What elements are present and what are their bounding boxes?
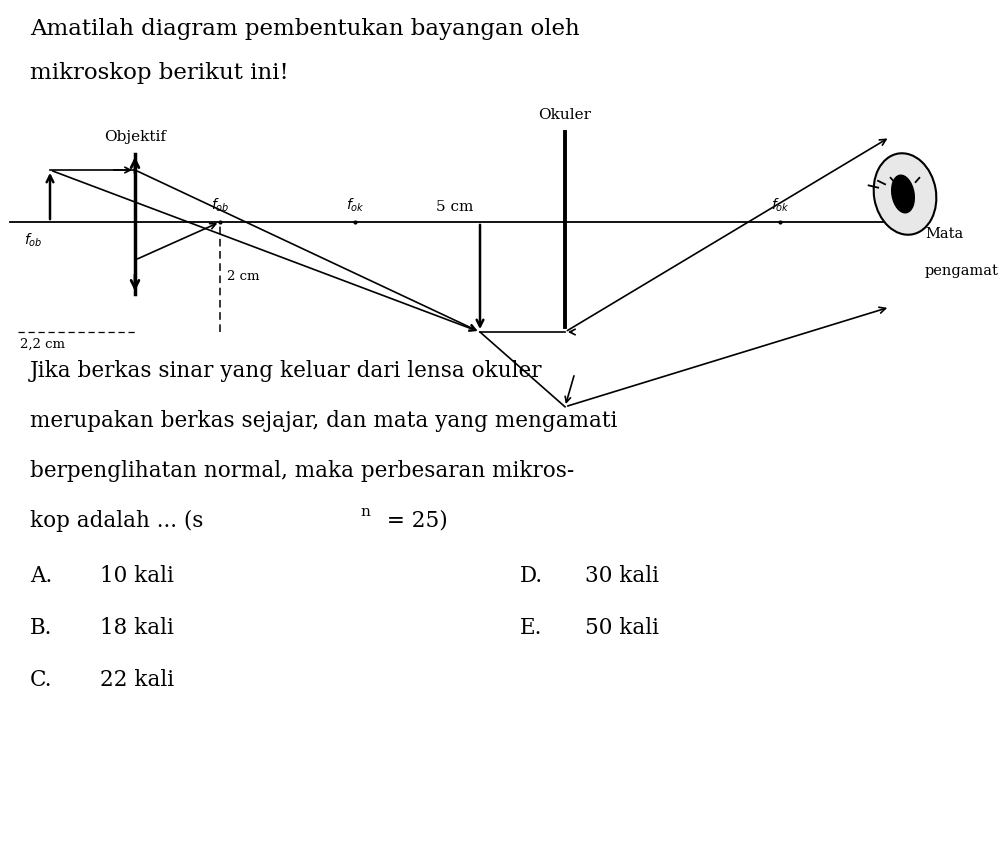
Ellipse shape <box>874 153 936 235</box>
Text: $f_{ob}$: $f_{ob}$ <box>211 197 229 214</box>
Text: $f_{ob}$: $f_{ob}$ <box>24 232 43 249</box>
Text: B.: B. <box>30 617 52 639</box>
Text: kop adalah ... (s: kop adalah ... (s <box>30 510 203 532</box>
Text: = 25): = 25) <box>380 510 448 532</box>
Text: Okuler: Okuler <box>538 108 592 122</box>
Ellipse shape <box>892 175 914 212</box>
Text: 30 kali: 30 kali <box>585 565 659 587</box>
Text: C.: C. <box>30 669 52 691</box>
Text: D.: D. <box>520 565 543 587</box>
Text: 50 kali: 50 kali <box>585 617 659 639</box>
Text: Amatilah diagram pembentukan bayangan oleh: Amatilah diagram pembentukan bayangan ol… <box>30 18 580 40</box>
Text: 10 kali: 10 kali <box>100 565 174 587</box>
Text: 2,2 cm: 2,2 cm <box>20 338 65 351</box>
Text: Jika berkas sinar yang keluar dari lensa okuler: Jika berkas sinar yang keluar dari lensa… <box>30 360 542 382</box>
Text: n: n <box>360 505 370 519</box>
Text: E.: E. <box>520 617 542 639</box>
Text: merupakan berkas sejajar, dan mata yang mengamati: merupakan berkas sejajar, dan mata yang … <box>30 410 617 432</box>
Text: 2 cm: 2 cm <box>227 271 260 284</box>
Text: Objektif: Objektif <box>104 130 166 144</box>
Text: pengamat: pengamat <box>925 264 999 278</box>
Text: berpenglihatan normal, maka perbesaran mikros-: berpenglihatan normal, maka perbesaran m… <box>30 460 574 482</box>
Text: 22 kali: 22 kali <box>100 669 174 691</box>
Text: 5 cm: 5 cm <box>436 200 474 214</box>
Text: A.: A. <box>30 565 52 587</box>
Text: mikroskop berikut ini!: mikroskop berikut ini! <box>30 62 289 84</box>
Text: $f_{ok}$: $f_{ok}$ <box>346 197 364 214</box>
Text: Mata: Mata <box>925 227 963 241</box>
Text: $f_{ok}$: $f_{ok}$ <box>771 197 789 214</box>
Text: 18 kali: 18 kali <box>100 617 174 639</box>
